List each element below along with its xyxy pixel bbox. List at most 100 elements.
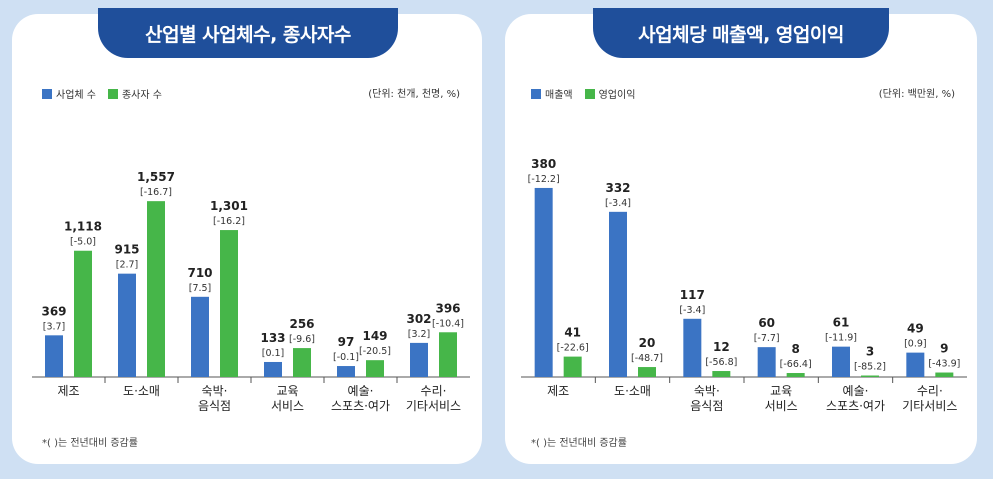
- bar: [757, 347, 776, 377]
- bar-change-label: [-66.4]: [780, 359, 812, 370]
- bar-value-label: 396: [435, 301, 460, 315]
- x-tick-label: 숙박·: [202, 384, 228, 398]
- bar-change-label: [-85.2]: [854, 362, 886, 373]
- bar-value-label: 710: [187, 266, 212, 280]
- bar-change-label: [-11.9]: [825, 333, 857, 344]
- bar-value-label: 1,557: [137, 170, 175, 184]
- bar-chart-employees: 369 [3.7] 1,118 [-5.0] 제조 915 [2.7] 1,557 [-16.7…: [32, 170, 470, 413]
- bar-value-label: 12: [713, 340, 730, 354]
- bar: [191, 296, 209, 377]
- bar: [935, 372, 954, 377]
- bar: [293, 348, 311, 377]
- bar: [906, 352, 925, 377]
- legend-item-sales: 매출액: [531, 86, 573, 101]
- bar-value-label: 380: [531, 157, 556, 171]
- bar-value-label: 3: [866, 345, 874, 359]
- legend-item-businesses: 사업체 수: [42, 86, 96, 101]
- bar: [118, 273, 136, 377]
- chart-title: 산업별 사업체수, 종사자수: [98, 8, 398, 58]
- legend-swatch-blue: [531, 88, 541, 99]
- x-tick-label: 제조: [57, 384, 79, 398]
- legend-swatch-blue: [42, 88, 52, 99]
- legend: 매출액 영업이익: [531, 86, 647, 101]
- bar-change-label: [-20.5]: [359, 346, 391, 357]
- bar-value-label: 61: [833, 316, 850, 330]
- bar: [220, 230, 238, 377]
- bar: [45, 335, 63, 377]
- legend-swatch-green: [584, 88, 595, 99]
- chart-panel-employees: 산업별 사업체수, 종사자수 사업체 수 종사자 수 (단위: 천개, 천명, …: [12, 8, 482, 464]
- bar: [439, 332, 457, 377]
- x-tick-label: 제조: [547, 384, 569, 398]
- bar: [832, 346, 850, 377]
- x-tick-label: 음식점: [690, 399, 723, 413]
- x-tick-label: 교육: [770, 384, 792, 398]
- bar-change-label: [-16.2]: [213, 216, 245, 227]
- x-tick-label: 서비스: [271, 399, 304, 413]
- bar-change-label: [-9.6]: [289, 334, 315, 345]
- x-tick-label: 기타서비스: [902, 399, 957, 413]
- bar-change-label: [-0.1]: [333, 352, 359, 363]
- footnote: *( )는 전년대비 증감률: [531, 438, 627, 449]
- bar-value-label: 369: [41, 304, 66, 318]
- bar: [609, 211, 627, 377]
- bar: [147, 201, 165, 377]
- x-tick-label: 음식점: [198, 399, 231, 413]
- x-tick-label: 서비스: [765, 399, 798, 413]
- bar-value-label: 332: [605, 181, 630, 195]
- bar-value-label: 60: [758, 316, 775, 330]
- legend: 사업체 수 종사자 수: [42, 86, 174, 101]
- x-tick-label: 교육: [276, 384, 298, 398]
- unit-label: (단위: 백만원, %): [878, 89, 955, 100]
- bar: [563, 356, 582, 377]
- bar-change-label: [-48.7]: [631, 353, 663, 364]
- x-tick-label: 기타서비스: [406, 399, 461, 413]
- chart-panel-sales: 사업체당 매출액, 영업이익 매출액 영업이익 (단위: 백만원, %) 380…: [505, 8, 977, 464]
- bar-value-label: 1,118: [64, 220, 102, 234]
- bar-value-label: 49: [907, 322, 924, 336]
- x-tick-label: 스포츠·여가: [826, 399, 885, 413]
- bar-change-label: [-5.0]: [70, 237, 96, 248]
- bar-change-label: [-10.4]: [432, 318, 464, 329]
- legend-label: 영업이익: [598, 90, 636, 101]
- bar-value-label: 9: [940, 342, 948, 356]
- bar: [786, 373, 805, 377]
- bar: [337, 366, 355, 377]
- bar-value-label: 133: [260, 331, 285, 345]
- bar: [712, 371, 731, 377]
- bar-value-label: 915: [114, 243, 139, 257]
- legend-label: 종사자 수: [121, 90, 162, 101]
- x-tick-label: 스포츠·여가: [331, 399, 390, 413]
- legend-swatch-green: [107, 88, 118, 99]
- bar-value-label: 117: [680, 288, 705, 302]
- bar-change-label: [-3.4]: [679, 305, 705, 316]
- bar-change-label: [0.9]: [904, 339, 927, 350]
- bar-change-label: [7.5]: [189, 283, 212, 294]
- chart-title: 사업체당 매출액, 영업이익: [593, 8, 889, 58]
- bar-value-label: 8: [791, 342, 799, 356]
- bar: [366, 360, 384, 377]
- bar: [410, 342, 428, 377]
- legend-label: 사업체 수: [56, 90, 96, 101]
- bar: [534, 187, 553, 377]
- bar-change-label: [0.1]: [262, 348, 285, 359]
- bar-value-label: 20: [639, 336, 656, 350]
- bar-chart-sales: 380 [-12.2] 41 [-22.6] 제조 332 [-3.4] 20 [-48.7] 도…: [521, 157, 967, 413]
- bar-value-label: 256: [289, 317, 314, 331]
- bar-change-label: [2.7]: [116, 260, 139, 271]
- bar-change-label: [-22.6]: [557, 343, 589, 354]
- footnote: *( )는 전년대비 증감률: [42, 438, 138, 449]
- legend-label: 매출액: [545, 90, 573, 101]
- x-tick-label: 도·소매: [614, 384, 651, 398]
- bar-value-label: 97: [338, 335, 355, 349]
- bar: [638, 367, 656, 377]
- bar-change-label: [-43.9]: [928, 359, 960, 370]
- bar-change-label: [-12.2]: [528, 174, 560, 185]
- x-tick-label: 수리·: [421, 384, 447, 398]
- bar-change-label: [3.2]: [408, 329, 431, 340]
- bar-change-label: [-16.7]: [140, 187, 172, 198]
- bar-change-label: [-56.8]: [705, 357, 737, 368]
- x-tick-label: 수리·: [917, 384, 943, 398]
- legend-item-profit: 영업이익: [584, 86, 636, 101]
- x-tick-label: 예술·: [843, 384, 869, 398]
